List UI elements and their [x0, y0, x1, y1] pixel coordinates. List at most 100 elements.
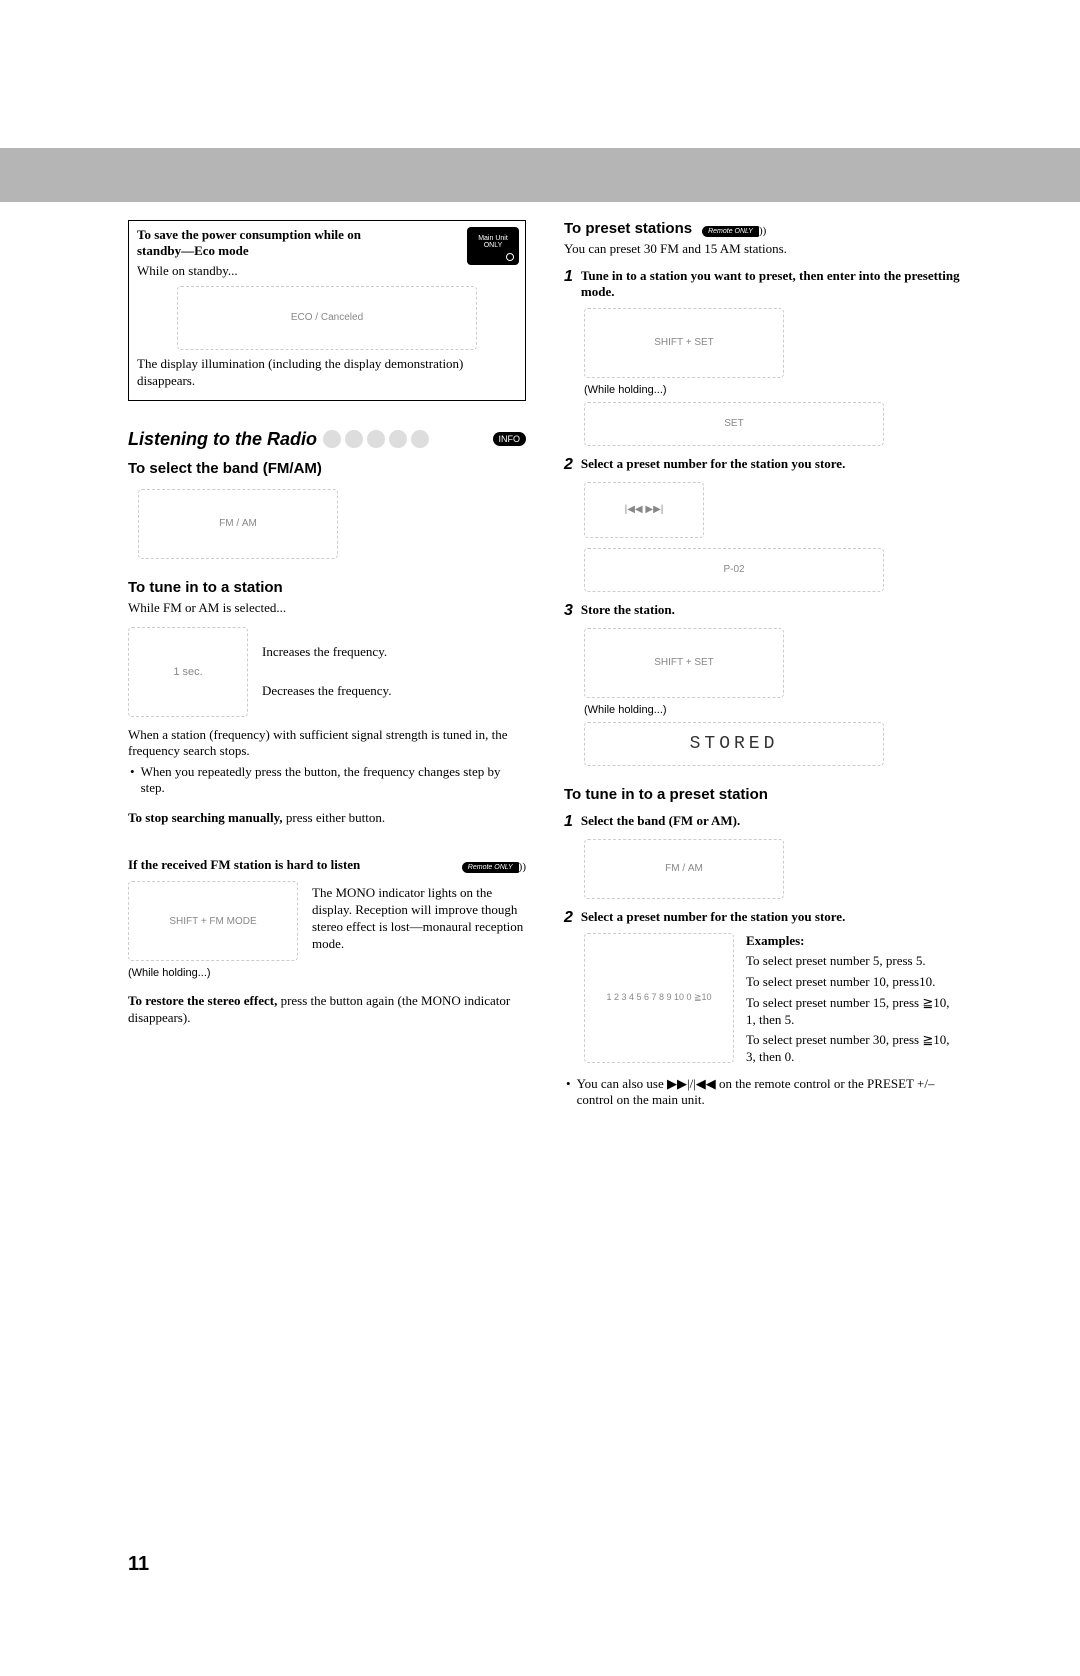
- skip-icons: ▶▶|/|◀◀: [667, 1076, 716, 1091]
- eco-mode-box: Main Unit ONLY To save the power consump…: [128, 220, 526, 401]
- decorative-dots: [323, 430, 487, 448]
- decreases-label: Decreases the frequency.: [262, 683, 391, 699]
- while-holding-2: (While holding...): [584, 384, 962, 396]
- bullet-icon: •: [130, 764, 135, 796]
- dot-icon: [389, 430, 407, 448]
- tunepreset-step1-text: Select the band (FM or AM).: [581, 813, 740, 831]
- remote-only-badge: Remote ONLY: [702, 226, 759, 237]
- radio-section-header: Listening to the Radio INFO: [128, 429, 526, 450]
- radio-section-title: Listening to the Radio: [128, 429, 317, 450]
- eco-title-l2: standby—Eco mode: [137, 243, 249, 258]
- example-2: To select preset number 10, press10.: [746, 974, 962, 991]
- page-content: Main Unit ONLY To save the power consump…: [0, 202, 1080, 1108]
- example-3: To select preset number 15, press ≧10, 1…: [746, 995, 962, 1029]
- preset-step3-text: Store the station.: [581, 602, 675, 620]
- page-number: 11: [128, 1553, 149, 1576]
- header-gray-band: [0, 148, 1080, 202]
- eco-title-l1: To save the power consumption while on: [137, 227, 361, 242]
- display-stored: STORED: [584, 722, 884, 766]
- stop-searching-line: To stop searching manually, press either…: [128, 810, 526, 827]
- eco-label-eco: ECO: [291, 312, 313, 323]
- fm-label-2: FM: [665, 863, 679, 874]
- tunepreset-step2-text: Select a preset number for the station y…: [581, 909, 845, 927]
- tune-buttons-diagram: 1 sec.: [128, 627, 248, 717]
- tune-bullet: • When you repeatedly press the button, …: [128, 764, 526, 796]
- bullet-icon: •: [566, 1076, 571, 1108]
- tune-preset-heading: To tune in to a preset station: [564, 786, 962, 803]
- fm-am-diagram-2: FM / AM: [584, 839, 784, 899]
- stop-label: To stop searching manually,: [128, 810, 283, 825]
- eco-after-text: The display illumination (including the …: [137, 356, 517, 390]
- tune-while-selected: While FM or AM is selected...: [128, 600, 526, 617]
- prev-next-diagram: |◀◀ ▶▶|: [584, 482, 704, 538]
- shift-fmmode-diagram: SHIFT + FM MODE: [128, 881, 298, 961]
- shift-set-diagram-2: SHIFT + SET: [584, 628, 784, 698]
- preset-step2-text: Select a preset number for the station y…: [581, 456, 845, 474]
- tunepreset-step-2: 2 Select a preset number for the station…: [564, 909, 962, 927]
- tune-station-heading: To tune in to a station: [128, 579, 526, 596]
- tunepreset-step-1: 1 Select the band (FM or AM).: [564, 813, 962, 831]
- number-keypad-diagram: 1 2 3 4 5 6 7 8 9 10 0 ≧10: [584, 933, 734, 1063]
- note-text: You can also use ▶▶|/|◀◀ on the remote c…: [577, 1076, 962, 1108]
- examples-text: Examples: To select preset number 5, pre…: [746, 933, 962, 1066]
- preset-intro: You can preset 30 FM and 15 AM stations.: [564, 241, 962, 258]
- eco-title: To save the power consumption while on s…: [137, 227, 517, 259]
- restore-line: To restore the stereo effect, press the …: [128, 993, 526, 1027]
- remote-only-wrap2: Remote ONLY)): [702, 221, 766, 237]
- left-column: Main Unit ONLY To save the power consump…: [128, 220, 526, 1108]
- increases-label: Increases the frequency.: [262, 644, 391, 660]
- step-number-2: 2: [564, 456, 573, 474]
- examples-row: 1 2 3 4 5 6 7 8 9 10 0 ≧10 Examples: To …: [584, 933, 962, 1066]
- step-number-1: 1: [564, 268, 573, 300]
- tune-labels-col: Increases the frequency. Decreases the f…: [262, 627, 391, 717]
- tunepreset-note: • You can also use ▶▶|/|◀◀ on the remote…: [564, 1076, 962, 1108]
- signal-icon: )): [759, 225, 766, 237]
- preset-step1-text: Tune in to a station you want to preset,…: [581, 268, 962, 300]
- examples-label: Examples:: [746, 933, 962, 949]
- display-set: SET: [584, 402, 884, 446]
- fm-label: FM: [219, 518, 233, 529]
- step-number-3: 3: [564, 602, 573, 620]
- badge-line1: Main Unit: [467, 235, 519, 242]
- preset-step-2: 2 Select a preset number for the station…: [564, 456, 962, 474]
- display-p02: P-02: [584, 548, 884, 592]
- note-pre: You can also use: [577, 1076, 667, 1091]
- preset-step2-diagram-wrap: |◀◀ ▶▶| P-02: [584, 482, 962, 592]
- mono-text: The MONO indicator lights on the display…: [312, 885, 526, 979]
- dot-icon: [411, 430, 429, 448]
- dot-icon: [367, 430, 385, 448]
- preset-step3-diagram-wrap: SHIFT + SET (While holding...) STORED: [584, 628, 962, 766]
- preset-step-1: 1 Tune in to a station you want to prese…: [564, 268, 962, 300]
- am-label-2: AM: [688, 863, 703, 874]
- tune-p1: When a station (frequency) with sufficie…: [128, 727, 526, 761]
- dot-icon: [323, 430, 341, 448]
- dot-icon: [345, 430, 363, 448]
- mono-diagram-col: SHIFT + FM MODE (While holding...): [128, 881, 298, 979]
- badge-line2: ONLY: [467, 242, 519, 249]
- step-number-1b: 1: [564, 813, 573, 831]
- am-label: AM: [242, 518, 257, 529]
- tune-bullet-text: When you repeatedly press the button, th…: [141, 764, 526, 796]
- info-badge: INFO: [493, 432, 527, 446]
- signal-icon: )): [519, 861, 526, 873]
- while-holding-1: (While holding...): [128, 967, 298, 979]
- remote-only-badge: Remote ONLY: [462, 862, 519, 873]
- stop-rest: press either button.: [283, 810, 386, 825]
- step-number-2b: 2: [564, 909, 573, 927]
- example-4: To select preset number 30, press ≧10, 3…: [746, 1032, 962, 1066]
- hard-listen-label: If the received FM station is hard to li…: [128, 857, 360, 873]
- preset-stations-heading: To preset stations: [564, 220, 692, 237]
- remote-only-wrap: Remote ONLY)): [462, 857, 526, 873]
- fm-am-diagram: FM / AM: [138, 489, 338, 559]
- eco-diagram: ECO / Canceled: [177, 286, 477, 350]
- while-holding-3: (While holding...): [584, 704, 962, 716]
- right-column: To preset stations Remote ONLY)) You can…: [564, 220, 962, 1108]
- preset-step1-diagram-wrap: SHIFT + SET (While holding...) SET: [584, 308, 962, 446]
- select-band-heading: To select the band (FM/AM): [128, 460, 526, 477]
- shift-set-diagram-1: SHIFT + SET: [584, 308, 784, 378]
- tune-diagram-row: 1 sec. Increases the frequency. Decrease…: [128, 627, 526, 717]
- one-sec-label: 1 sec.: [173, 666, 202, 678]
- main-unit-only-badge: Main Unit ONLY: [467, 227, 519, 265]
- preset-header-row: To preset stations Remote ONLY)): [564, 220, 962, 237]
- preset-step-3: 3 Store the station.: [564, 602, 962, 620]
